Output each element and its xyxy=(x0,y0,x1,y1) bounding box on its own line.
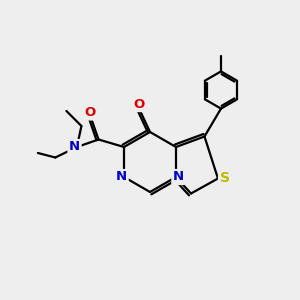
Text: N: N xyxy=(173,170,184,184)
Text: O: O xyxy=(84,106,95,119)
Text: N: N xyxy=(69,140,80,154)
Text: S: S xyxy=(220,172,230,185)
Text: O: O xyxy=(134,98,145,111)
Text: N: N xyxy=(116,170,127,184)
